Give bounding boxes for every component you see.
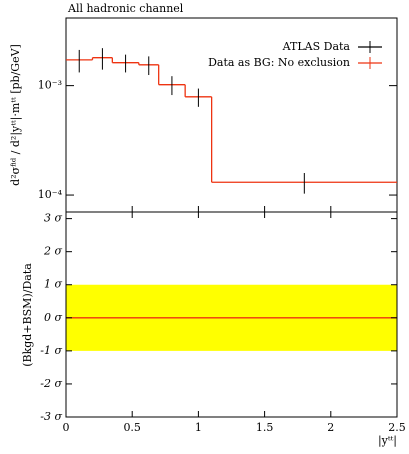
x-tick-label: 0 [63, 421, 70, 434]
x-axis-label: |yᵗᵗ| [378, 434, 397, 448]
x-tick-label: 1.5 [256, 421, 274, 434]
legend-label: Data as BG: No exclusion [208, 56, 350, 69]
y-tick-label: 10⁻³ [38, 79, 62, 92]
x-tick-label: 1 [195, 421, 202, 434]
y-axis-label: d²σᶠⁱᵈ / d²|yᵗᵗ|·mᵗᵗ [pb/GeV] [9, 44, 23, 186]
ratio-y-axis-label: (Bkgd+BSM)/Data [21, 263, 34, 367]
chart-title: All hadronic channel [67, 2, 184, 15]
y-tick-label: 10⁻⁴ [38, 188, 63, 201]
ratio-y-tick-label: -3 σ [40, 410, 62, 423]
ratio-y-tick-label: 1 σ [44, 278, 62, 291]
ratio-y-tick-label: 3 σ [44, 212, 62, 225]
x-tick-label: 2 [327, 421, 334, 434]
ratio-frame [65, 211, 398, 418]
x-tick-label: 0.5 [123, 421, 141, 434]
legend-label: ATLAS Data [282, 40, 351, 53]
ratio-y-tick-label: 0 σ [44, 311, 62, 324]
ratio-y-tick-label: 2 σ [43, 245, 62, 258]
ratio-y-tick-label: -2 σ [40, 377, 62, 390]
x-tick-label: 2.5 [388, 421, 406, 434]
ratio-y-tick-label: -1 σ [40, 344, 62, 357]
